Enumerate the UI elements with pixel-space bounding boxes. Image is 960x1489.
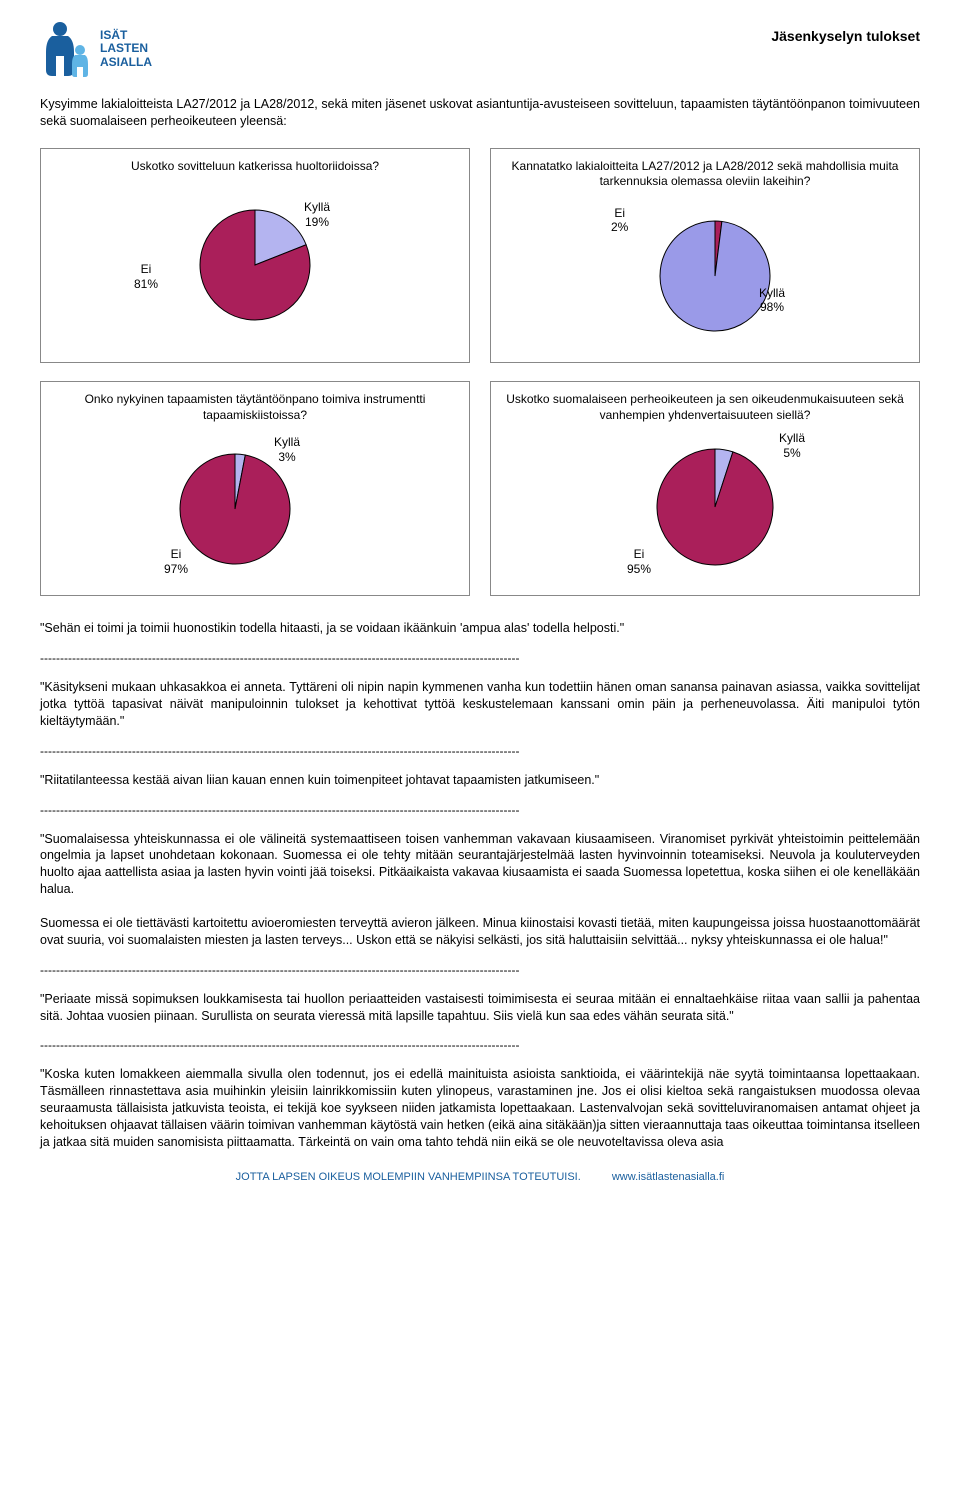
pie-chart: [55, 180, 455, 330]
logo-icon: [40, 20, 94, 78]
chart-question: Uskotko suomalaiseen perheoikeuteen ja s…: [499, 392, 911, 423]
separator: ----------------------------------------…: [40, 744, 920, 758]
chart-question: Kannatatko lakialoitteita LA27/2012 ja L…: [499, 159, 911, 190]
chart-box-0: Uskotko sovitteluun katkerissa huoltorii…: [40, 148, 470, 363]
separator: ----------------------------------------…: [40, 651, 920, 665]
chart-question: Onko nykyinen tapaamisten täytäntöönpano…: [49, 392, 461, 423]
logo: ISÄT LASTEN ASIALLA: [40, 20, 152, 78]
page-header: ISÄT LASTEN ASIALLA Jäsenkyselyn tulokse…: [40, 20, 920, 78]
pie-label: Ei2%: [611, 206, 628, 235]
pie-wrapper: Ei2% Kyllä98%: [499, 196, 911, 346]
footer-slogan: JOTTA LAPSEN OIKEUS MOLEMPIIN VANHEMPIIN…: [236, 1171, 581, 1183]
pie-label: Ei97%: [164, 547, 188, 576]
page-title: Jäsenkyselyn tulokset: [771, 28, 920, 44]
quote-text: "Sehän ei toimi ja toimii huonostikin to…: [40, 620, 920, 637]
pie-chart: [55, 429, 455, 579]
pie-label: Kyllä98%: [759, 286, 785, 315]
chart-grid: Uskotko sovitteluun katkerissa huoltorii…: [40, 148, 920, 596]
footer: JOTTA LAPSEN OIKEUS MOLEMPIIN VANHEMPIIN…: [40, 1171, 920, 1183]
pie-wrapper: Kyllä5% Ei95%: [499, 429, 911, 579]
logo-text: ISÄT LASTEN ASIALLA: [100, 29, 152, 69]
intro-text: Kysyimme lakialoitteista LA27/2012 ja LA…: [40, 96, 920, 130]
separator: ----------------------------------------…: [40, 1038, 920, 1052]
pie-label: Ei81%: [134, 262, 158, 291]
separator: ----------------------------------------…: [40, 803, 920, 817]
logo-line2: LASTEN: [100, 42, 152, 55]
pie-label: Kyllä3%: [274, 435, 300, 464]
pie-wrapper: Kyllä19% Ei81%: [49, 180, 461, 330]
pie-chart: [505, 196, 905, 346]
chart-box-1: Kannatatko lakialoitteita LA27/2012 ja L…: [490, 148, 920, 363]
pie-label: Ei95%: [627, 547, 651, 576]
quote-text: "Käsitykseni mukaan uhkasakkoa ei anneta…: [40, 679, 920, 730]
pie-wrapper: Kyllä3% Ei97%: [49, 429, 461, 579]
chart-box-2: Onko nykyinen tapaamisten täytäntöönpano…: [40, 381, 470, 596]
logo-line3: ASIALLA: [100, 56, 152, 69]
chart-question: Uskotko sovitteluun katkerissa huoltorii…: [49, 159, 461, 175]
pie-chart: [505, 429, 905, 579]
quote-text: "Periaate missä sopimuksen loukkamisesta…: [40, 991, 920, 1025]
pie-label: Kyllä19%: [304, 200, 330, 229]
chart-box-3: Uskotko suomalaiseen perheoikeuteen ja s…: [490, 381, 920, 596]
quote-text: "Riitatilanteessa kestää aivan liian kau…: [40, 772, 920, 789]
quote-text: "Koska kuten lomakkeen aiemmalla sivulla…: [40, 1066, 920, 1150]
quote-text: "Suomalaisessa yhteiskunnassa ei ole väl…: [40, 831, 920, 949]
footer-url: www.isätlastenasialla.fi: [612, 1171, 725, 1183]
quotes-section: "Sehän ei toimi ja toimii huonostikin to…: [40, 620, 920, 1151]
pie-label: Kyllä5%: [779, 431, 805, 460]
separator: ----------------------------------------…: [40, 963, 920, 977]
